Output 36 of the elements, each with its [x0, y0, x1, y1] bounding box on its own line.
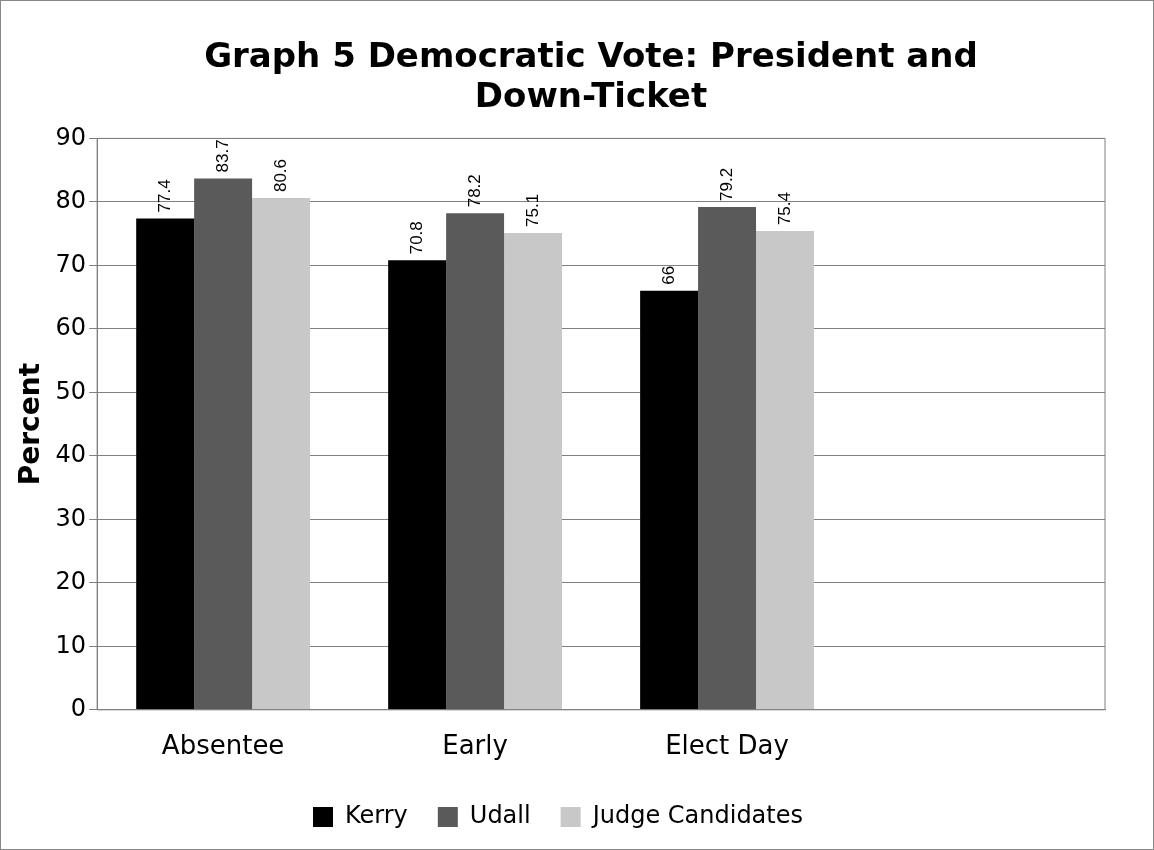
- y-tick-label: 70: [55, 249, 87, 278]
- data-label: 77.4: [154, 179, 174, 213]
- y-tick-label: 60: [55, 313, 87, 342]
- y-axis-title: Percent: [13, 362, 47, 486]
- bar: [504, 233, 563, 710]
- bar: [640, 290, 699, 710]
- bar: [252, 198, 311, 710]
- chart-title: Graph 5 Democratic Vote: President and Down-Ticket: [203, 35, 979, 115]
- y-tick-label: 40: [55, 440, 87, 469]
- bar: [388, 260, 447, 710]
- data-label: 75.4: [774, 192, 794, 226]
- y-tick-label: 10: [55, 630, 87, 659]
- y-tick-label: 50: [55, 376, 87, 405]
- bar: [194, 178, 253, 710]
- bar: [698, 206, 757, 710]
- bar: [446, 213, 505, 710]
- legend-label: Judge Candidates: [590, 801, 804, 830]
- y-tick-label: 80: [55, 186, 87, 215]
- data-label: 80.6: [270, 158, 290, 193]
- x-tick-label: Absentee: [161, 730, 285, 761]
- bar: [756, 231, 814, 710]
- y-tick-label: 0: [70, 694, 87, 723]
- x-tick-label: Elect Day: [665, 730, 789, 761]
- bar: [136, 218, 195, 710]
- legend-label: Kerry: [344, 801, 408, 830]
- x-tick-label: Early: [442, 730, 508, 761]
- data-label: 83.7: [212, 139, 232, 173]
- y-tick-label: 90: [55, 122, 87, 151]
- legend-label: Udall: [469, 801, 531, 830]
- data-label: 78.2: [464, 174, 484, 208]
- y-tick-label: 20: [55, 567, 87, 596]
- data-label: 66: [658, 265, 678, 285]
- y-tick-label: 30: [55, 503, 87, 532]
- data-label: 70.8: [406, 221, 426, 255]
- data-label: 79.2: [716, 167, 736, 201]
- data-label: 75.1: [522, 193, 542, 227]
